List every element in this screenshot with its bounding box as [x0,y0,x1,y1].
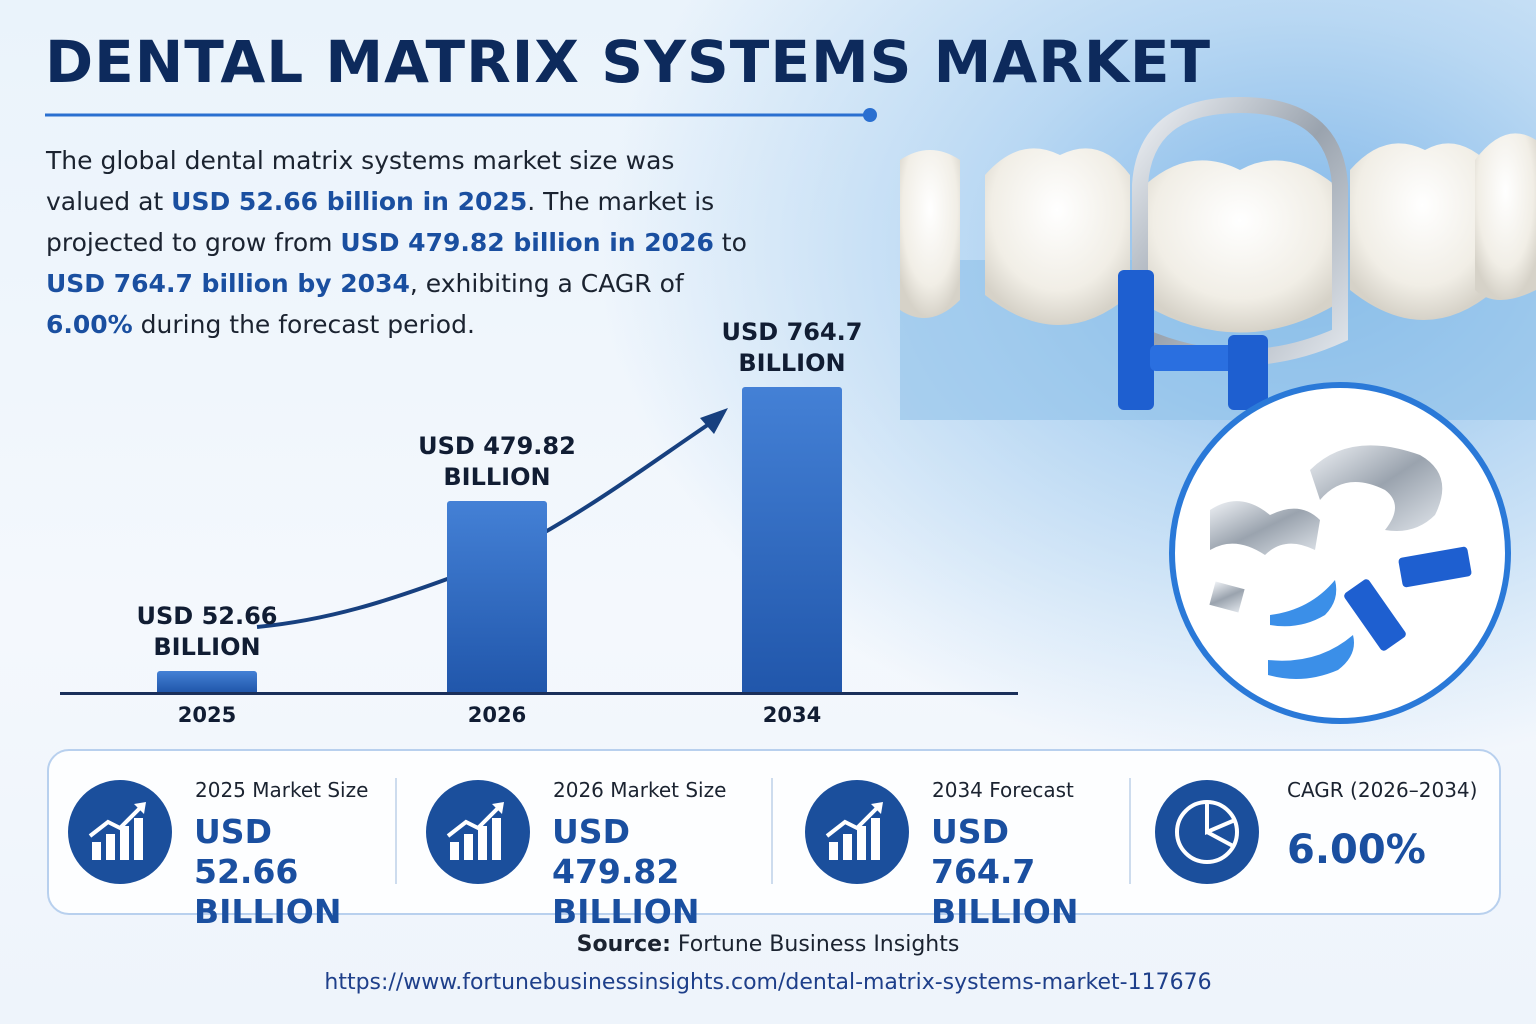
value-label: USD 479.82 BILLION [418,431,576,491]
stat-value: USD 479.82 BILLION [552,812,700,931]
stat-divider [771,778,773,884]
x-tick-label: 2025 [177,703,237,727]
intro-text: , exhibiting a CAGR of [409,269,684,298]
bar [157,670,257,692]
source-label: Source: [576,932,671,957]
growth-arrowhead [700,408,728,434]
underline-dot [863,108,877,122]
intro-text: The global dental matrix systems market … [46,146,675,216]
stat-value: USD 52.66 BILLION [194,812,342,931]
stat-divider [1129,778,1131,884]
bar [742,387,842,692]
source-url[interactable]: https://www.fortunebusinessinsights.com/… [324,970,1212,995]
stat-label: 2034 Forecast [932,778,1074,802]
intro-text: . The market is projected to grow from [46,187,715,257]
value-label: USD 764.7 BILLION [721,318,863,377]
source: Source: Fortune Business Insights [0,932,1536,957]
intro-text: during the forecast period. [132,310,475,339]
x-tick-label: 2034 [762,703,822,727]
intro-highlight: USD 479.82 billion in 2026 [340,228,714,257]
intro-highlight: USD 52.66 billion in 2025 [171,187,528,216]
stat-icon [426,780,530,884]
bar [447,500,547,692]
title: DENTAL MATRIX SYSTEMS MARKET [45,28,1212,96]
stat-label: 2026 Market Size [553,778,727,802]
intro-text: to [713,228,747,257]
stat-icon [805,780,909,884]
stat-label: CAGR (2026–2034) [1287,778,1478,802]
stat-value: USD 764.7 BILLION [931,812,1079,931]
stat-label: 2025 Market Size [195,778,369,802]
source-name: Fortune Business Insights [677,932,960,957]
intro-highlight: 6.00% [46,310,133,339]
stat-divider [395,778,397,884]
stat-icon [1155,780,1259,884]
intro: The global dental matrix systems market … [46,140,766,345]
intro-highlight: USD 764.7 billion by 2034 [46,269,410,298]
teeth-photo [900,96,1536,420]
stat-icon [68,780,172,884]
x-axis [60,692,1018,695]
x-tick-label: 2026 [467,703,527,727]
products-inset [1169,382,1511,724]
stat-value: 6.00% [1287,827,1426,873]
value-label: USD 52.66 BILLION [136,601,278,661]
